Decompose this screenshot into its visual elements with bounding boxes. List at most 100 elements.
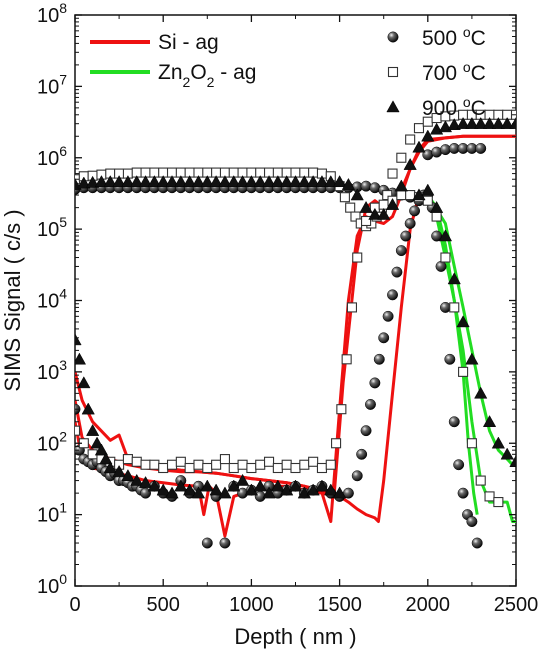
y-tick-label: 100 bbox=[37, 571, 67, 598]
data-point-open-square bbox=[184, 462, 195, 474]
data-point-sphere bbox=[444, 353, 456, 365]
data-point-triangle bbox=[99, 452, 113, 465]
data-point-triangle bbox=[306, 483, 320, 496]
data-point-open-square bbox=[431, 211, 442, 222]
data-point-triangle bbox=[509, 455, 516, 467]
data-point-triangle bbox=[306, 175, 320, 188]
data-point-open-square bbox=[350, 211, 361, 222]
data-point-triangle bbox=[403, 157, 417, 170]
data-point-triangle bbox=[253, 479, 267, 492]
data-point-triangle bbox=[147, 479, 162, 492]
data-point-triangle bbox=[412, 140, 426, 153]
legend-label: Si - ag bbox=[158, 31, 219, 54]
series-group bbox=[75, 109, 516, 549]
data-point-open-square bbox=[346, 302, 357, 313]
y-tick-label: 106 bbox=[37, 143, 67, 170]
data-point-triangle bbox=[75, 177, 82, 190]
data-point-triangle bbox=[456, 315, 470, 328]
data-point-open-square bbox=[331, 438, 342, 449]
data-point-triangle bbox=[447, 118, 461, 130]
series-markers-3-0 bbox=[75, 189, 483, 549]
data-point-triangle bbox=[280, 483, 294, 496]
data-point-triangle bbox=[359, 200, 373, 213]
data-point-triangle bbox=[138, 175, 153, 188]
data-point-triangle bbox=[200, 479, 214, 492]
data-point-sphere bbox=[373, 353, 385, 365]
data-point-sphere bbox=[219, 537, 231, 549]
data-point-triangle bbox=[465, 352, 479, 365]
data-point-triangle bbox=[218, 175, 232, 188]
data-point-open-square bbox=[449, 302, 460, 313]
data-point-triangle bbox=[421, 183, 435, 196]
data-point-sphere bbox=[457, 487, 469, 499]
data-point-open-square bbox=[378, 199, 389, 210]
tick-group bbox=[74, 14, 517, 587]
data-point-sphere bbox=[409, 205, 421, 217]
data-point-sphere bbox=[351, 470, 363, 482]
data-point-triangle bbox=[209, 175, 223, 188]
data-point-triangle bbox=[191, 486, 206, 499]
data-point-triangle bbox=[297, 175, 311, 188]
y-tick-label: 105 bbox=[37, 214, 67, 241]
legend-label: 900 oC bbox=[422, 94, 486, 120]
y-tick-label: 108 bbox=[37, 0, 67, 27]
data-point-triangle bbox=[447, 272, 461, 285]
data-point-open-square bbox=[382, 190, 393, 201]
data-point-triangle bbox=[491, 116, 505, 129]
data-point-triangle bbox=[377, 207, 391, 220]
data-point-triangle bbox=[165, 486, 179, 499]
x-axis-title: Depth ( nm ) bbox=[234, 624, 356, 649]
data-point-triangle bbox=[218, 486, 232, 499]
data-point-open-square bbox=[202, 462, 213, 474]
data-point-sphere bbox=[378, 332, 390, 344]
data-point-open-square bbox=[272, 462, 283, 474]
data-point-open-square bbox=[228, 462, 239, 474]
x-tick-label: 2500 bbox=[494, 594, 539, 616]
data-point-open-square bbox=[466, 438, 477, 449]
data-point-triangle bbox=[200, 175, 214, 188]
data-point-triangle bbox=[332, 486, 347, 499]
data-point-triangle bbox=[500, 447, 514, 460]
y-tick-label: 101 bbox=[37, 500, 67, 527]
data-point-open-square bbox=[122, 454, 133, 465]
data-point-triangle bbox=[456, 116, 470, 129]
data-point-triangle bbox=[482, 116, 497, 129]
data-point-triangle bbox=[103, 461, 117, 474]
data-point-open-square bbox=[396, 190, 407, 201]
data-point-triangle bbox=[465, 116, 479, 129]
data-point-sphere bbox=[387, 289, 398, 301]
data-point-sphere bbox=[435, 260, 447, 272]
data-point-sphere bbox=[360, 425, 372, 437]
data-point-triangle bbox=[121, 175, 135, 188]
data-point-open-square bbox=[316, 462, 328, 474]
data-point-open-square bbox=[255, 459, 266, 470]
data-point-open-square bbox=[361, 215, 372, 227]
data-point-open-square bbox=[352, 252, 363, 263]
legend-label: 500 oC bbox=[422, 24, 486, 50]
data-point-sphere bbox=[395, 245, 407, 257]
data-point-triangle bbox=[385, 197, 400, 210]
data-point-triangle bbox=[183, 175, 197, 188]
data-point-open-square bbox=[211, 459, 222, 470]
data-point-triangle bbox=[138, 475, 153, 488]
data-point-open-square bbox=[339, 192, 350, 203]
data-point-triangle bbox=[165, 175, 179, 188]
data-point-sphere bbox=[391, 266, 403, 278]
data-point-triangle bbox=[500, 116, 514, 129]
data-point-triangle bbox=[474, 116, 488, 129]
x-tick-label: 500 bbox=[147, 594, 180, 616]
data-point-triangle bbox=[491, 436, 505, 449]
data-point-triangle bbox=[235, 473, 250, 486]
x-tick-label: 1000 bbox=[229, 594, 274, 616]
data-point-open-square bbox=[263, 456, 275, 467]
data-point-triangle bbox=[324, 483, 338, 496]
data-point-triangle bbox=[509, 116, 516, 129]
data-point-open-square bbox=[299, 459, 310, 470]
data-point-open-square bbox=[345, 202, 356, 213]
legend-label: Zn2O2 - ag bbox=[158, 61, 256, 90]
series-markers-5-7 bbox=[412, 183, 516, 467]
data-point-triangle bbox=[77, 176, 91, 189]
data-point-open-square bbox=[341, 354, 352, 365]
data-point-triangle bbox=[94, 443, 109, 456]
